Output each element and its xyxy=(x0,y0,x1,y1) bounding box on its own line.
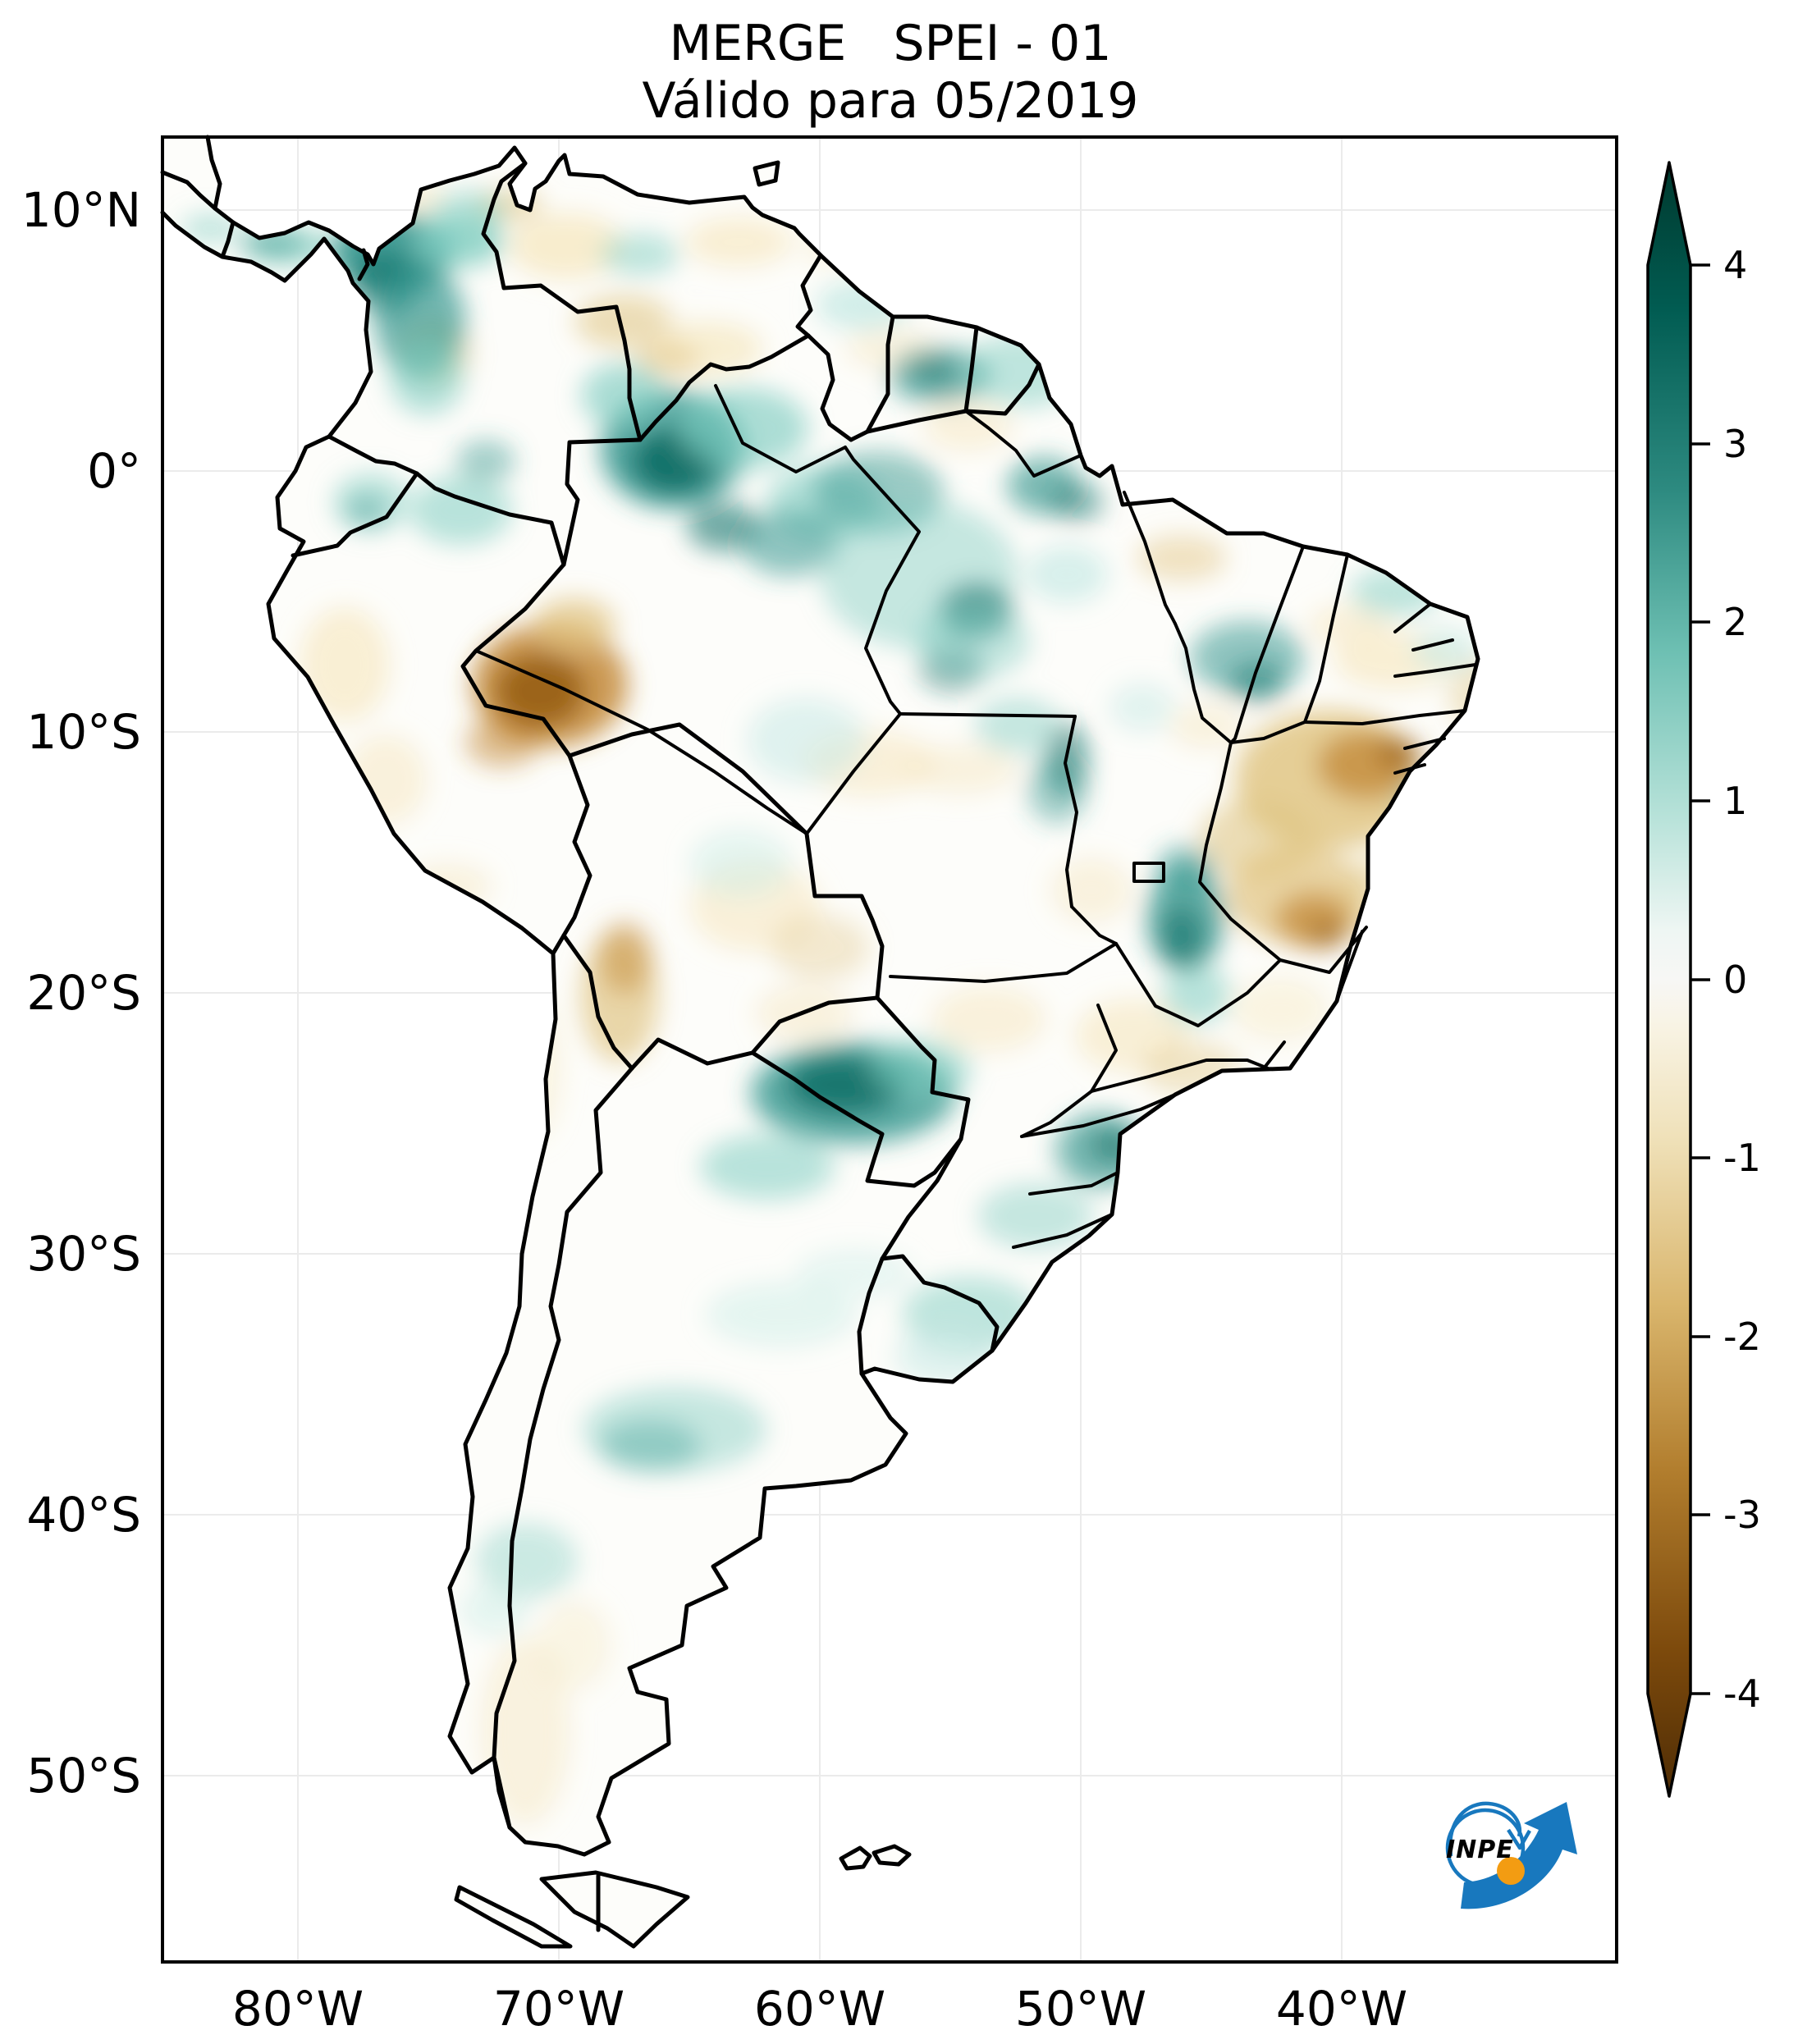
y-tick-30s: 30°S xyxy=(26,1226,141,1282)
coastline xyxy=(160,135,1480,1949)
x-tick-50w: 50°W xyxy=(1015,1981,1146,2037)
cbar-tick-m2: -2 xyxy=(1723,1315,1761,1359)
cbar-tick-1: 1 xyxy=(1723,779,1747,823)
x-axis-labels: 80°W 70°W 60°W 50°W 40°W xyxy=(232,1981,1407,2037)
y-tick-10n: 10°N xyxy=(21,182,141,238)
colorbar-tick-labels: 4 3 2 1 0 -1 -2 -3 -4 xyxy=(1723,243,1761,1716)
cbar-tick-0: 0 xyxy=(1723,958,1747,1002)
country-borders xyxy=(160,161,1041,1932)
spei-field xyxy=(181,182,1478,1826)
y-tick-40s: 40°S xyxy=(26,1487,141,1543)
colorbar-tick-marks xyxy=(1690,263,1710,1695)
page-subtitle: Válido para 05/2019 xyxy=(643,72,1139,130)
logo-swirl-icon xyxy=(1448,1801,1522,1857)
colorbar: 4 3 2 1 0 -1 -2 -3 -4 xyxy=(1646,161,1761,1798)
cbar-tick-m4: -4 xyxy=(1723,1671,1761,1716)
logo-arrow-icon xyxy=(1461,1802,1577,1909)
y-tick-50s: 50°S xyxy=(26,1748,141,1804)
x-tick-60w: 60°W xyxy=(754,1981,885,2037)
cbar-tick-3: 3 xyxy=(1723,422,1747,466)
colorbar-gradient-bar xyxy=(1646,161,1692,1798)
map-panel xyxy=(160,135,1618,1964)
logo-orange-dot-icon xyxy=(1497,1857,1525,1885)
cbar-tick-m3: -3 xyxy=(1723,1493,1761,1537)
map-frame xyxy=(161,135,1618,1964)
y-tick-0: 0° xyxy=(87,443,141,499)
page-title: MERGE SPEI - 01 xyxy=(669,15,1111,72)
cbar-tick-2: 2 xyxy=(1723,600,1747,644)
y-tick-10s: 10°S xyxy=(26,704,141,760)
inpe-logo: INPE xyxy=(1445,1801,1577,1909)
cbar-tick-4: 4 xyxy=(1723,243,1747,287)
x-tick-80w: 80°W xyxy=(232,1981,364,2037)
logo-swirl-arrowhead-icon xyxy=(1507,1828,1531,1850)
cbar-tick-m1: -1 xyxy=(1723,1136,1761,1180)
x-tick-70w: 70°W xyxy=(493,1981,624,2037)
x-tick-40w: 40°W xyxy=(1276,1981,1407,2037)
y-axis-labels: 10°N 0° 10°S 20°S 30°S 40°S 50°S xyxy=(21,182,141,1804)
logo-label: INPE xyxy=(1446,1836,1514,1864)
spei-wet-anomalies xyxy=(181,191,1478,1636)
y-tick-20s: 20°S xyxy=(26,965,141,1021)
